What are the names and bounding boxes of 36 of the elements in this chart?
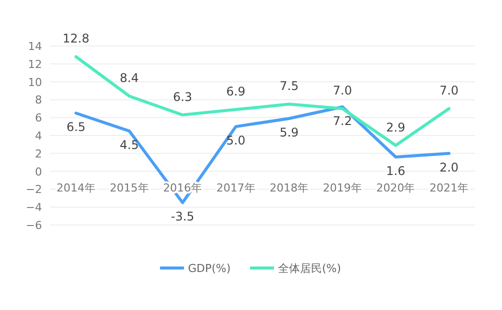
data-label: -3.5 bbox=[170, 210, 194, 224]
data-label: 7.5 bbox=[280, 79, 299, 94]
data-label: 8.4 bbox=[120, 71, 139, 86]
data-label: 5.0 bbox=[226, 134, 246, 148]
data-label: 4.5 bbox=[120, 138, 139, 152]
y-tick-label: 14 bbox=[28, 40, 42, 53]
x-tick-label: 2020年 bbox=[376, 181, 416, 194]
data-label: 7.2 bbox=[332, 114, 352, 128]
data-label: 2.0 bbox=[439, 160, 459, 174]
y-tick-label: 0 bbox=[35, 165, 42, 178]
x-tick-label: 2017年 bbox=[216, 181, 256, 194]
x-tick-label: 2015年 bbox=[110, 181, 149, 194]
y-tick-label: −6 bbox=[26, 219, 42, 232]
y-tick-label: 8 bbox=[35, 94, 42, 107]
legend-label: 全体居民(%) bbox=[278, 262, 342, 275]
x-tick-label: 2018年 bbox=[270, 181, 309, 194]
legend-label: GDP(%) bbox=[188, 262, 231, 275]
x-tick-label: 2021年 bbox=[430, 181, 468, 194]
y-tick-label: 6 bbox=[35, 112, 42, 125]
data-label: 1.6 bbox=[386, 164, 406, 178]
data-label: 7.0 bbox=[332, 84, 352, 98]
y-tick-label: 4 bbox=[35, 130, 42, 142]
y-tick-label: 10 bbox=[28, 76, 42, 89]
data-label: 5.9 bbox=[280, 125, 299, 140]
data-label: 6.9 bbox=[226, 84, 246, 99]
data-label: 2.9 bbox=[386, 120, 406, 134]
y-tick-label: 12 bbox=[28, 58, 42, 71]
y-tick-label: −4 bbox=[26, 201, 42, 214]
data-label: 6.5 bbox=[66, 120, 86, 134]
x-tick-label: 2014年 bbox=[56, 181, 96, 194]
y-tick-label: 2 bbox=[35, 147, 42, 160]
x-tick-label: 2019年 bbox=[322, 181, 362, 194]
data-label: 6.3 bbox=[173, 90, 192, 104]
y-tick-label: −2 bbox=[26, 183, 42, 196]
data-label: 12.8 bbox=[62, 32, 90, 46]
data-label: 7.0 bbox=[439, 84, 459, 98]
